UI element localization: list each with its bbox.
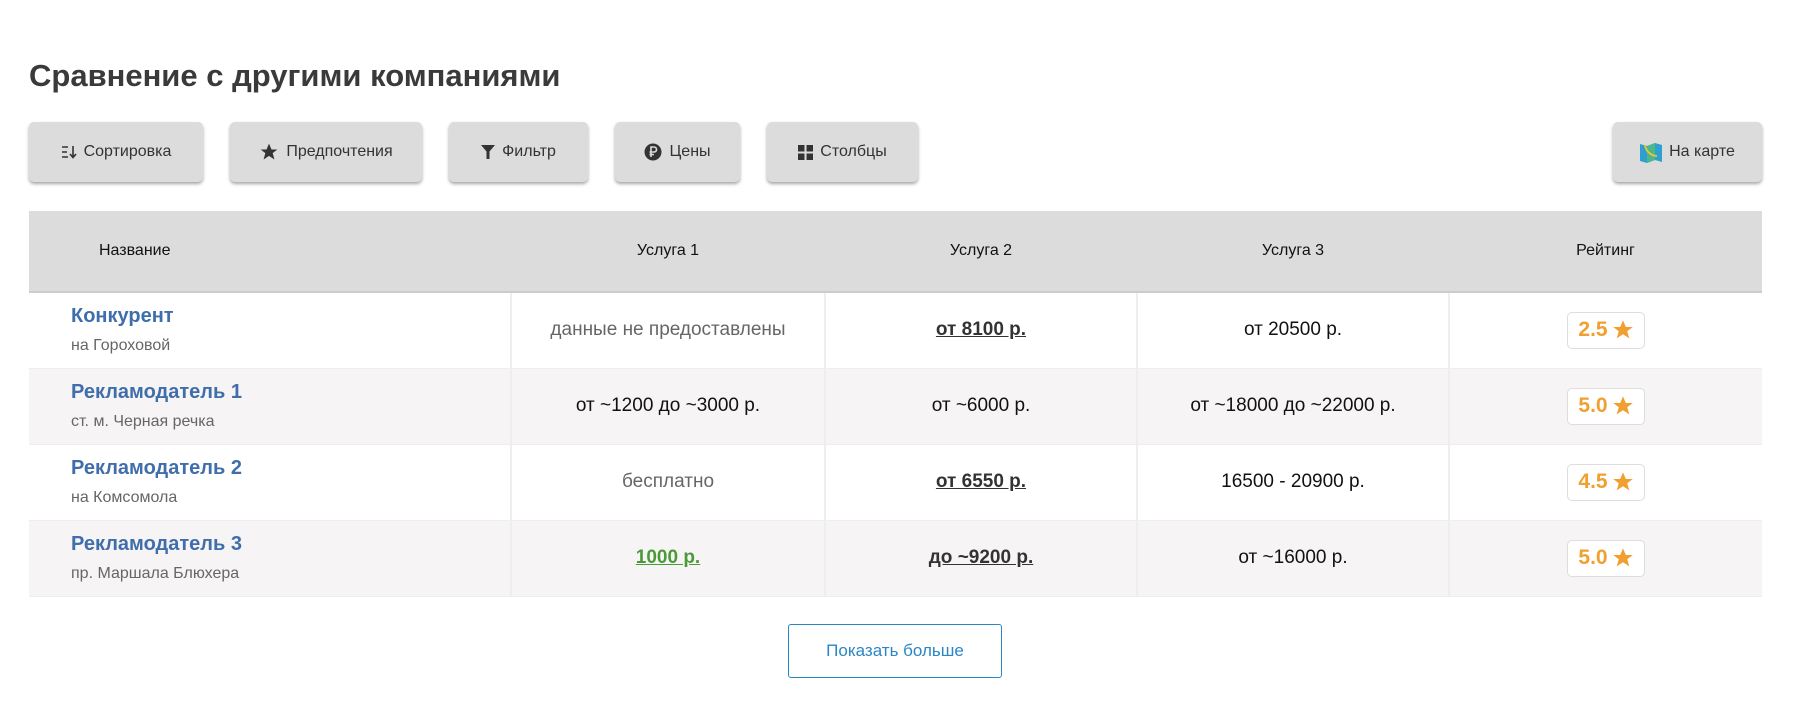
table-row: Рекламодатель 2 на Комсомола бесплатно от… [29,444,1762,521]
star-icon [1612,320,1633,339]
table-row: Конкурент на Гороховой данные не предоста… [29,292,1762,369]
sort-icon [61,146,77,159]
map-button[interactable]: На карте [1613,122,1762,182]
rating-badge[interactable]: 4.5 [1567,463,1645,501]
rating-cell: 5.0 [1448,520,1762,597]
company-cell: Конкурент на Гороховой [29,292,511,369]
service-1-price[interactable]: 1000 р. [635,547,701,568]
service-2-price[interactable]: от 6550 р. [935,471,1027,492]
show-more-button[interactable]: Показать больше [788,624,1002,678]
prices-button[interactable]: Цены [615,122,740,182]
filter-button[interactable]: Фильтр [449,122,588,182]
grid-icon [798,144,814,160]
header-service-2[interactable]: Услуга 2 [825,211,1137,293]
header-name[interactable]: Название [29,211,511,293]
filter-label: Фильтр [502,143,556,160]
star-icon [1612,396,1633,415]
comparison-table: Название Услуга 1 Услуга 2 Услуга 3 Рейт… [29,211,1762,597]
rating-value: 5.0 [1578,394,1608,417]
star-icon [261,143,278,160]
service-1-price: бесплатно [621,471,715,492]
company-cell: Рекламодатель 2 на Комсомола [29,444,511,521]
service-1-cell: 1000 р. [510,520,825,597]
service-2-cell: от ~6000 р. [824,368,1137,445]
map-label: На карте [1669,143,1735,160]
company-address: на Гороховой [71,336,171,354]
service-1-cell: от ~1200 до ~3000 р. [510,368,825,445]
map-icon [1640,143,1663,163]
table-row: Рекламодатель 1 ст. м. Черная речка от ~1… [29,368,1762,445]
service-3-price: от ~18000 до ~22000 р. [1190,395,1396,416]
star-icon [1612,548,1633,567]
service-3-cell: от ~16000 р. [1136,520,1449,597]
star-icon [1612,472,1633,491]
rating-value: 4.5 [1578,470,1608,493]
ruble-icon [644,143,662,161]
company-cell: Рекламодатель 3 пр. Маршала Блюхера [29,520,511,597]
table-row: Рекламодатель 3 пр. Маршала Блюхера 1000 … [29,520,1762,597]
service-1-price: данные не предоставлены [550,319,786,341]
service-2-price[interactable]: до ~9200 р. [928,547,1034,568]
company-address: на Комсомола [71,488,178,506]
company-address: ст. м. Черная речка [71,412,215,430]
service-3-cell: 16500 - 20900 р. [1136,444,1449,521]
preferences-button[interactable]: Предпочтения [230,122,422,182]
rating-badge[interactable]: 5.0 [1567,539,1645,577]
sort-label: Сортировка [83,143,172,160]
filter-icon [481,145,496,159]
rating-value: 2.5 [1578,318,1608,342]
service-1-cell: данные не предоставлены [510,292,825,369]
service-2-price[interactable]: от 8100 р. [935,319,1027,341]
service-1-price: от ~1200 до ~3000 р. [575,395,761,416]
rating-badge[interactable]: 2.5 [1567,311,1645,349]
service-2-price: от ~6000 р. [931,395,1031,416]
company-name-link[interactable]: Рекламодатель 3 [71,532,242,555]
rating-cell: 4.5 [1448,444,1762,521]
header-rating[interactable]: Рейтинг [1449,211,1762,293]
header-service-3[interactable]: Услуга 3 [1137,211,1449,293]
service-2-cell: от 8100 р. [824,292,1137,369]
service-3-cell: от 20500 р. [1136,292,1449,369]
service-3-price: от 20500 р. [1243,319,1343,341]
company-name-link[interactable]: Конкурент [71,304,174,327]
service-3-price: от ~16000 р. [1238,547,1348,568]
service-2-cell: до ~9200 р. [824,520,1137,597]
columns-label: Столбцы [820,143,887,160]
columns-button[interactable]: Столбцы [767,122,918,182]
rating-value: 5.0 [1578,546,1608,569]
rating-badge[interactable]: 5.0 [1567,387,1645,425]
header-service-1[interactable]: Услуга 1 [511,211,825,293]
company-address: пр. Маршала Блюхера [71,564,240,582]
rating-cell: 2.5 [1448,292,1762,369]
table-header: Название Услуга 1 Услуга 2 Услуга 3 Рейт… [29,211,1762,293]
service-3-cell: от ~18000 до ~22000 р. [1136,368,1449,445]
sort-button[interactable]: Сортировка [29,122,203,182]
rating-cell: 5.0 [1448,368,1762,445]
service-3-price: 16500 - 20900 р. [1221,471,1365,492]
company-name-link[interactable]: Рекламодатель 1 [71,380,242,403]
page-title: Сравнение с другими компаниями [29,58,561,93]
service-1-cell: бесплатно [510,444,825,521]
company-cell: Рекламодатель 1 ст. м. Черная речка [29,368,511,445]
company-name-link[interactable]: Рекламодатель 2 [71,456,242,479]
prices-label: Цены [669,143,711,160]
preferences-label: Предпочтения [286,143,393,160]
service-2-cell: от 6550 р. [824,444,1137,521]
